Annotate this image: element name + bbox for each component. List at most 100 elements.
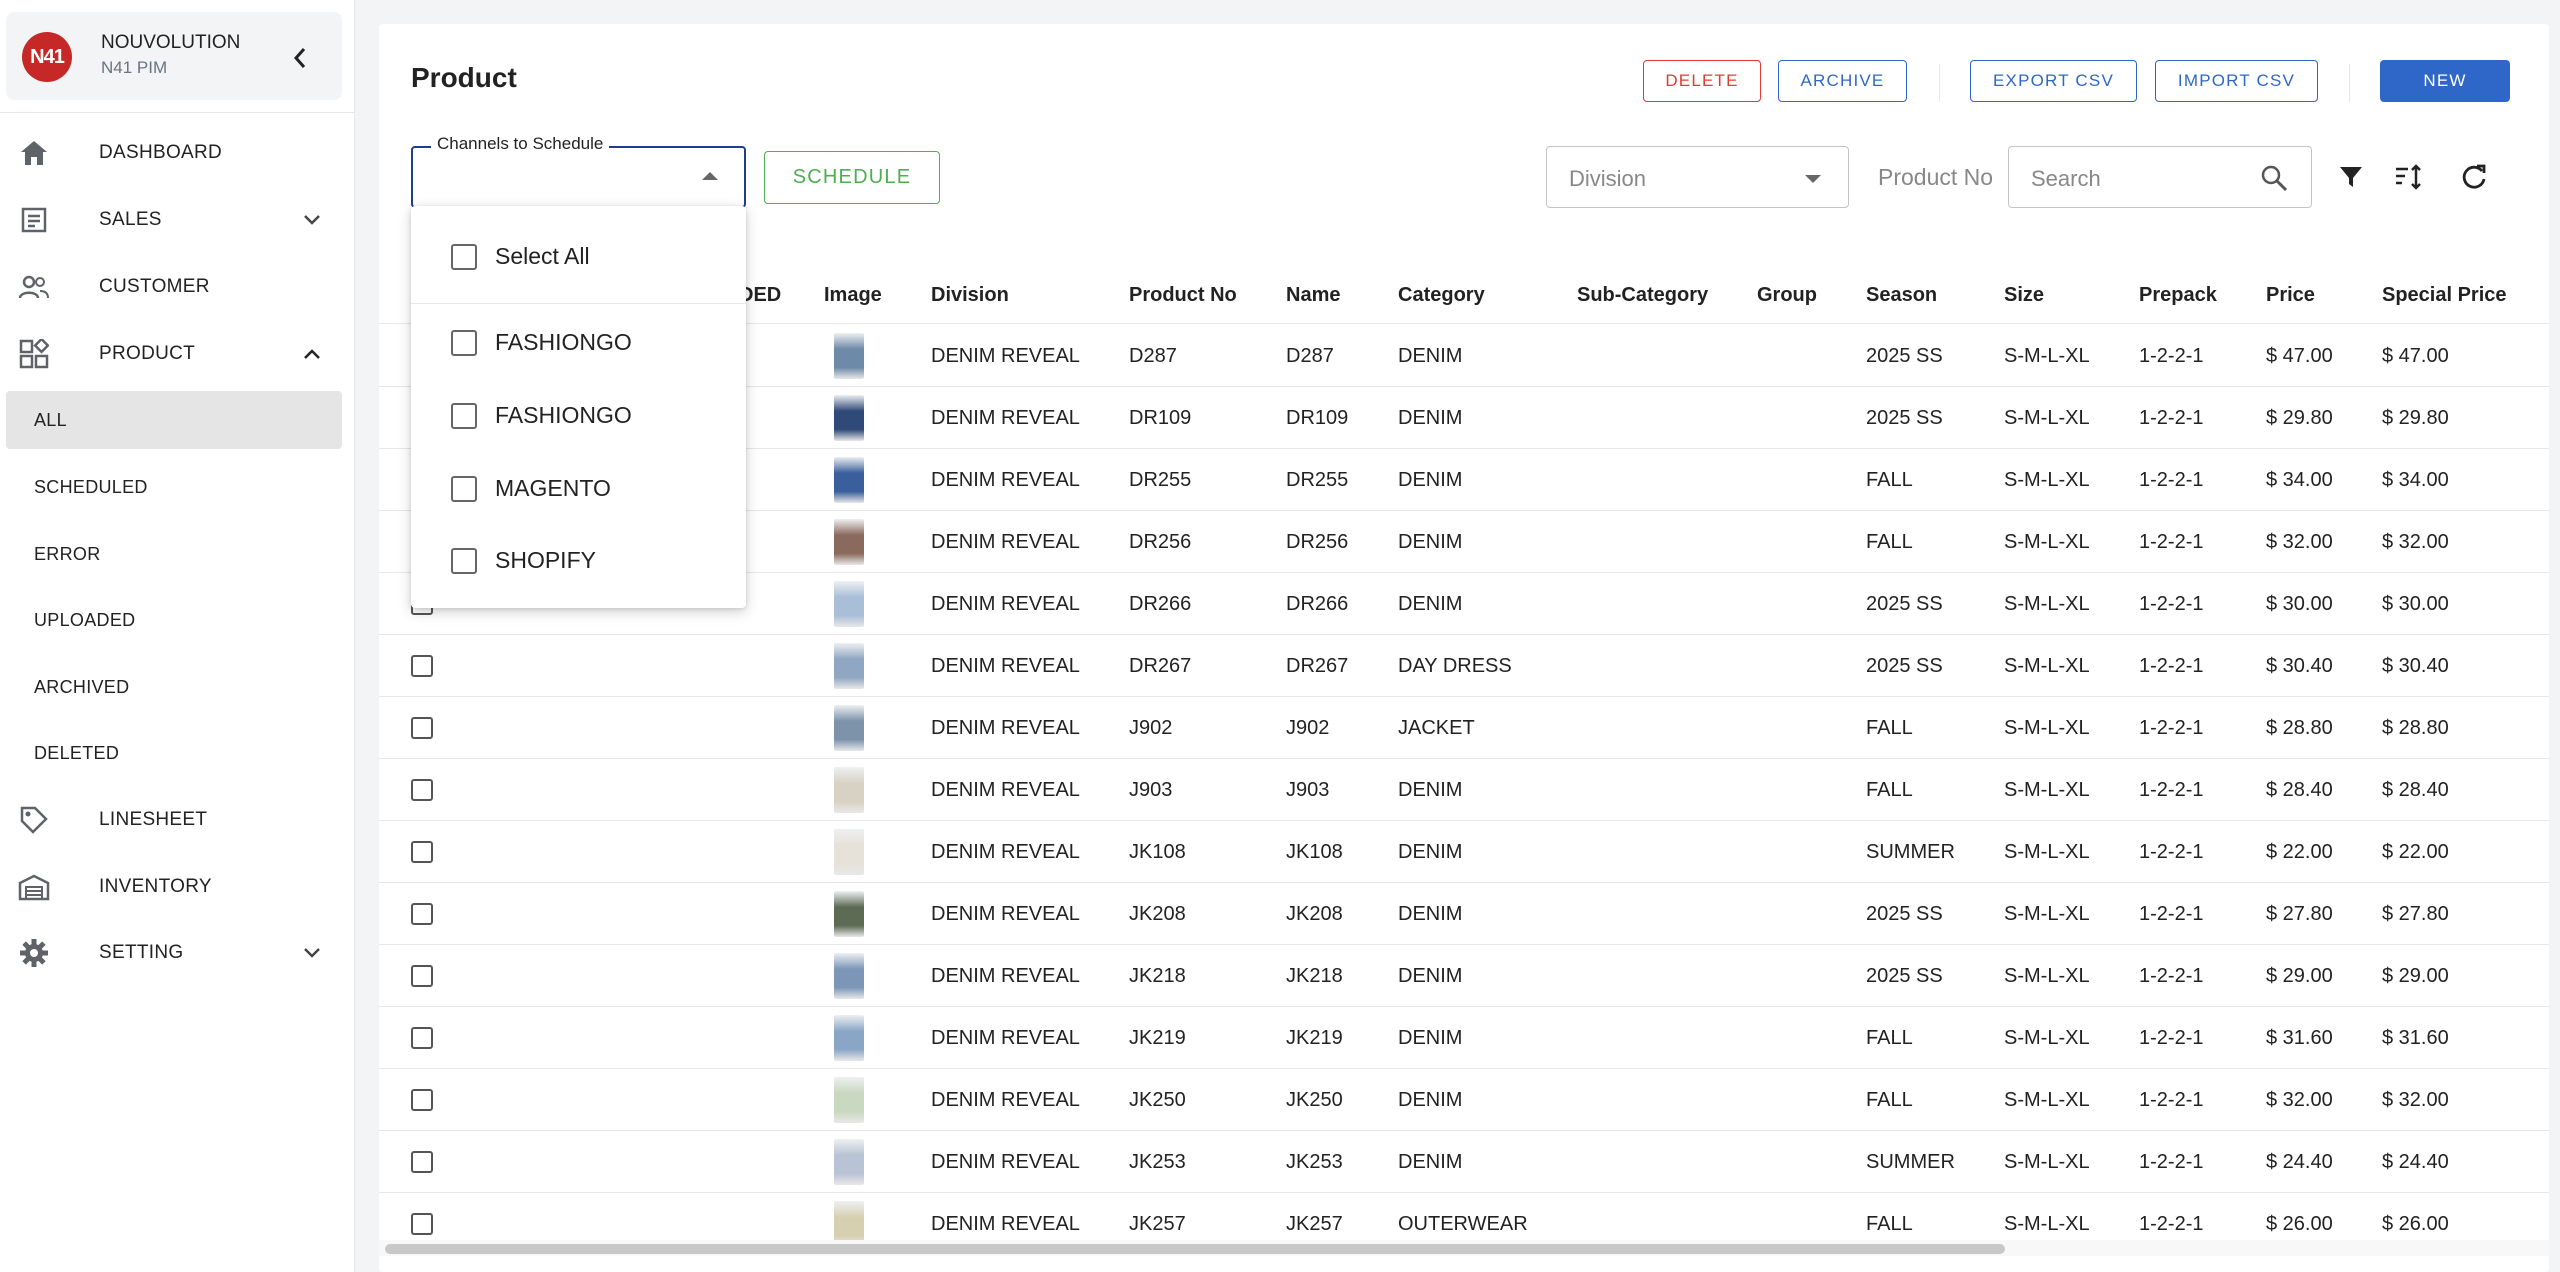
nav-customer[interactable]: CUSTOMER <box>0 257 355 317</box>
product-thumbnail[interactable] <box>834 829 864 875</box>
cell-category: DENIM <box>1398 903 1463 925</box>
product-thumbnail[interactable] <box>834 457 864 503</box>
product-thumbnail[interactable] <box>834 1015 864 1061</box>
table-row[interactable]: DENIM REVEAL JK218 JK218 DENIM 2025 SS S-M-L-… <box>379 945 2549 1007</box>
table-row[interactable]: DENIM REVEAL D287 D287 DENIM 2025 SS S-M-L-XL… <box>379 325 2549 387</box>
cell-product-no: J902 <box>1129 717 1173 739</box>
column-header-group[interactable]: Group <box>1757 284 1817 306</box>
cell-division: DENIM REVEAL <box>931 1027 1080 1049</box>
product-thumbnail[interactable] <box>834 1139 864 1185</box>
cell-prepack: 1-2-2-1 <box>2139 1027 2204 1049</box>
table-row[interactable]: DENIM REVEAL J903 J903 DENIM FALL S-M-L-XL 1-2… <box>379 759 2549 821</box>
product-thumbnail[interactable] <box>834 333 864 379</box>
column-header-special-price[interactable]: Special Price <box>2382 284 2507 306</box>
cell-prepack: 1-2-2-1 <box>2139 469 2204 491</box>
product-sub-error[interactable]: ERROR <box>6 525 342 583</box>
nav-sales[interactable]: SALES <box>0 190 355 250</box>
product-sub-archived[interactable]: ARCHIVED <box>6 658 342 716</box>
product-thumbnail[interactable] <box>834 643 864 689</box>
schedule-button[interactable]: SCHEDULE <box>764 151 940 204</box>
table-row[interactable]: DENIM REVEAL DR266 DR266 DENIM 2025 SS S-M-L-… <box>379 573 2549 635</box>
product-thumbnail[interactable] <box>834 1077 864 1123</box>
column-header-name[interactable]: Name <box>1286 284 1341 306</box>
channels-select[interactable]: Channels to Schedule <box>411 134 746 208</box>
row-checkbox[interactable] <box>411 1089 433 1111</box>
product-sub-deleted[interactable]: DELETED <box>6 724 342 782</box>
nav-setting[interactable]: SETTING <box>0 923 355 983</box>
table-row[interactable]: DENIM REVEAL JK208 JK208 DENIM 2025 SS S-M-L-… <box>379 883 2549 945</box>
product-thumbnail[interactable] <box>834 519 864 565</box>
product-thumbnail[interactable] <box>834 395 864 441</box>
table-row[interactable]: DENIM REVEAL J902 J902 JACKET FALL S-M-L-XL 1-… <box>379 697 2549 759</box>
column-header-size[interactable]: Size <box>2004 284 2045 306</box>
export-csv-button[interactable]: EXPORT CSV <box>1970 60 2137 102</box>
column-header-division[interactable]: Division <box>931 284 1009 306</box>
cell-product-no: DR267 <box>1129 655 1192 677</box>
product-thumbnail[interactable] <box>834 953 864 999</box>
column-header-season[interactable]: Season <box>1866 284 1938 306</box>
channel-checkbox[interactable] <box>451 330 477 356</box>
row-checkbox[interactable] <box>411 655 433 677</box>
sort-button[interactable] <box>2389 157 2429 197</box>
row-checkbox[interactable] <box>411 1027 433 1049</box>
product-thumbnail[interactable] <box>834 767 864 813</box>
collapse-sidebar-button[interactable] <box>282 40 318 76</box>
select-all-checkbox[interactable] <box>451 244 477 270</box>
table-row[interactable]: DENIM REVEAL JK257 JK257 OUTERWEAR FALL S-M-L… <box>379 1193 2549 1255</box>
column-header-sub-category[interactable]: Sub-Category <box>1577 284 1709 306</box>
division-select[interactable]: Division <box>1546 146 1849 208</box>
nav-linesheet[interactable]: LINESHEET <box>0 790 355 850</box>
cell-special-price: $ 31.60 <box>2382 1027 2449 1049</box>
table-row[interactable]: DENIM REVEAL JK108 JK108 DENIM SUMMER S-M-L-X… <box>379 821 2549 883</box>
nav-inventory[interactable]: INVENTORY <box>0 857 355 917</box>
delete-button[interactable]: DELETE <box>1643 60 1761 102</box>
channel-checkbox[interactable] <box>451 403 477 429</box>
product-thumbnail[interactable] <box>834 581 864 627</box>
product-thumbnail[interactable] <box>834 1201 864 1247</box>
product-sub-all[interactable]: ALL <box>6 391 342 449</box>
table-row[interactable]: DENIM REVEAL JK219 JK219 DENIM FALL S-M-L-XL 1… <box>379 1007 2549 1069</box>
table-row[interactable]: DENIM REVEAL DR267 DR267 DAY DRESS 2025 SS S-… <box>379 635 2549 697</box>
cell-size: S-M-L-XL <box>2004 345 2090 367</box>
channel-option[interactable]: FASHIONGO <box>411 379 746 451</box>
table-row[interactable]: DENIM REVEAL JK253 JK253 DENIM SUMMER S-M-L-X… <box>379 1131 2549 1193</box>
scrollbar-thumb[interactable] <box>385 1244 2005 1254</box>
cell-size: S-M-L-XL <box>2004 531 2090 553</box>
table-row[interactable]: DENIM REVEAL DR109 DR109 DENIM 2025 SS S-M-L-… <box>379 387 2549 449</box>
channel-checkbox[interactable] <box>451 548 477 574</box>
channel-option[interactable]: MAGENTO <box>411 452 746 524</box>
refresh-button[interactable] <box>2454 157 2494 197</box>
table-row[interactable]: DENIM REVEAL DR255 DR255 DENIM FALL S-M-L-XL 1… <box>379 449 2549 511</box>
row-checkbox[interactable] <box>411 965 433 987</box>
new-button[interactable]: NEW <box>2380 60 2510 102</box>
product-thumbnail[interactable] <box>834 891 864 937</box>
column-header-category[interactable]: Category <box>1398 284 1485 306</box>
import-csv-button[interactable]: IMPORT CSV <box>2155 60 2318 102</box>
row-checkbox[interactable] <box>411 1151 433 1173</box>
product-sub-uploaded[interactable]: UPLOADED <box>6 591 342 649</box>
channel-option-label: FASHIONGO <box>495 402 632 428</box>
filter-button[interactable] <box>2331 157 2371 197</box>
sidebar-divider <box>0 112 355 113</box>
product-thumbnail[interactable] <box>834 705 864 751</box>
nav-inventory-label: INVENTORY <box>99 876 212 897</box>
column-header-product-no[interactable]: Product No <box>1129 284 1237 306</box>
channel-option-select-all[interactable]: Select All <box>411 220 746 292</box>
product-sub-scheduled[interactable]: SCHEDULED <box>6 458 342 516</box>
row-checkbox[interactable] <box>411 841 433 863</box>
row-checkbox[interactable] <box>411 1213 433 1235</box>
nav-dashboard[interactable]: DASHBOARD <box>0 123 355 183</box>
row-checkbox[interactable] <box>411 779 433 801</box>
row-checkbox[interactable] <box>411 717 433 739</box>
archive-button[interactable]: ARCHIVE <box>1778 60 1907 102</box>
column-header-image[interactable]: Image <box>824 284 882 306</box>
channel-option[interactable]: SHOPIFY <box>411 524 746 596</box>
row-checkbox[interactable] <box>411 903 433 925</box>
column-header-price[interactable]: Price <box>2266 284 2315 306</box>
channel-option[interactable]: FASHIONGO <box>411 306 746 378</box>
channel-checkbox[interactable] <box>451 476 477 502</box>
search-input[interactable]: Search <box>2008 146 2312 208</box>
nav-product[interactable]: PRODUCT <box>0 324 355 384</box>
column-header-prepack[interactable]: Prepack <box>2139 284 2217 306</box>
table-row[interactable]: DENIM REVEAL JK250 JK250 DENIM FALL S-M-L-XL 1… <box>379 1069 2549 1131</box>
